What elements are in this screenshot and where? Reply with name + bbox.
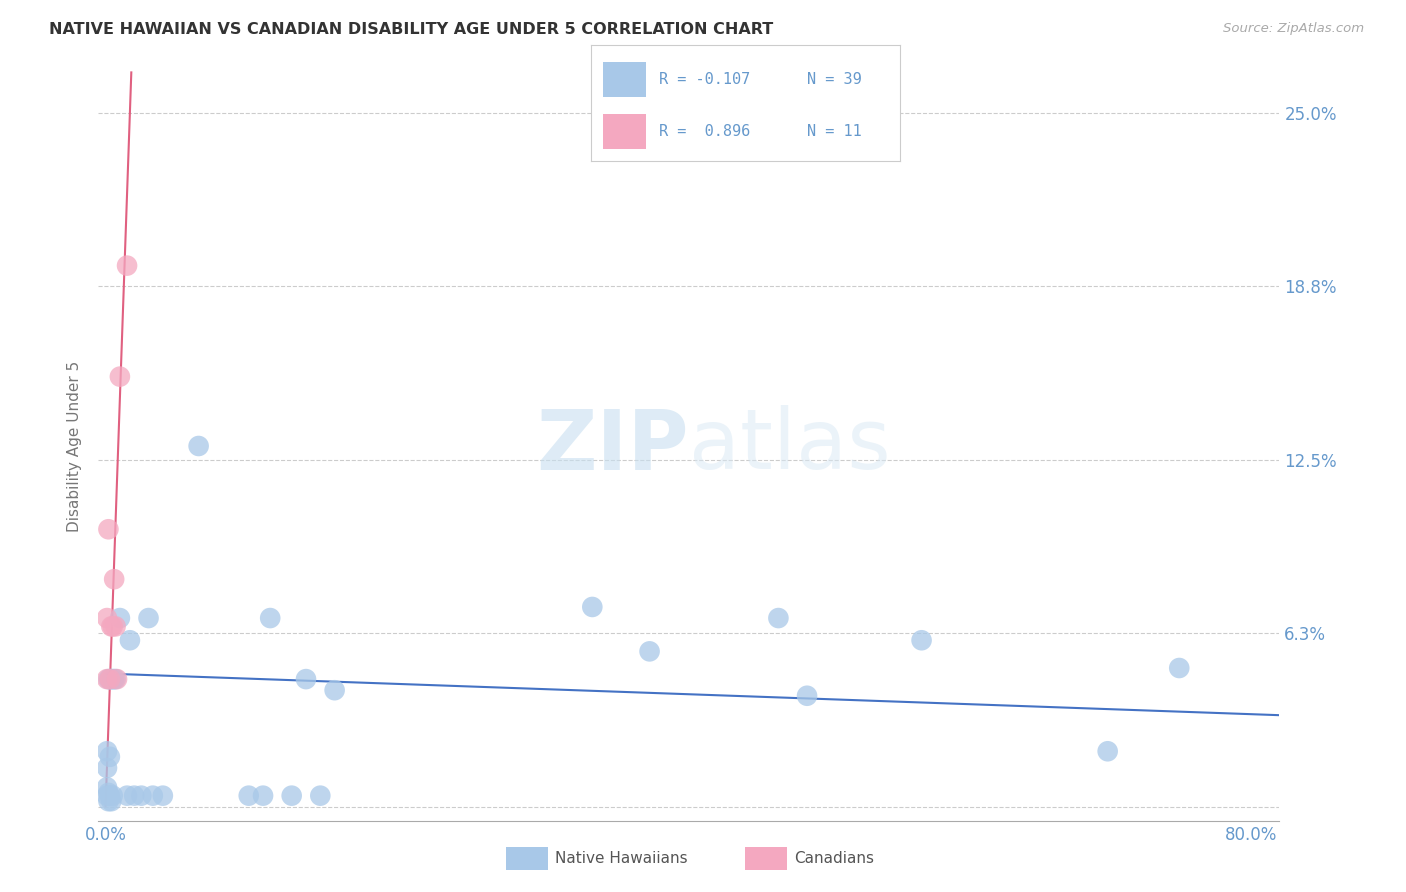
Point [108, 369, 131, 384]
Point [295, 672, 318, 686]
Point [118, 633, 141, 648]
Bar [603, 114, 647, 149]
Point [104, 672, 127, 686]
Point [122, 789, 145, 803]
Text: R =  0.896: R = 0.896 [658, 124, 749, 139]
Point [100, 672, 122, 686]
Point [108, 611, 131, 625]
Point [96, 744, 118, 758]
Point [796, 689, 818, 703]
Point [323, 683, 346, 698]
Point [97, 672, 120, 686]
Text: ZIP: ZIP [537, 406, 689, 486]
Point [98, 749, 121, 764]
Point [252, 789, 274, 803]
Point [1097, 744, 1119, 758]
Point [910, 633, 932, 648]
Point [259, 611, 281, 625]
Point [138, 611, 160, 625]
Point [98, 672, 121, 686]
Y-axis label: Disability Age Under 5: Disability Age Under 5 [67, 360, 83, 532]
Point [97, 786, 120, 800]
Point [100, 619, 122, 633]
Point [638, 644, 661, 658]
Point [96, 611, 118, 625]
Point [1168, 661, 1191, 675]
Point [115, 789, 138, 803]
Point [768, 611, 790, 625]
Point [105, 672, 128, 686]
Point [101, 619, 124, 633]
Point [97, 522, 120, 536]
Point [96, 789, 118, 803]
Text: Native Hawaiians: Native Hawaiians [555, 851, 688, 865]
Point [101, 672, 124, 686]
Text: Source: ZipAtlas.com: Source: ZipAtlas.com [1223, 22, 1364, 36]
Point [581, 599, 603, 614]
Point [96, 780, 118, 795]
Point [280, 789, 302, 803]
Text: atlas: atlas [689, 406, 890, 486]
Point [101, 789, 124, 803]
Point [98, 672, 121, 686]
Text: NATIVE HAWAIIAN VS CANADIAN DISABILITY AGE UNDER 5 CORRELATION CHART: NATIVE HAWAIIAN VS CANADIAN DISABILITY A… [49, 22, 773, 37]
Text: N = 11: N = 11 [807, 124, 862, 139]
Point [142, 789, 165, 803]
Point [103, 672, 125, 686]
Point [103, 572, 125, 586]
Bar [603, 62, 647, 96]
Point [152, 789, 174, 803]
Text: Canadians: Canadians [794, 851, 875, 865]
Point [98, 789, 121, 803]
Point [96, 672, 118, 686]
Point [97, 794, 120, 808]
Point [104, 619, 127, 633]
Point [115, 259, 138, 273]
Point [238, 789, 260, 803]
Point [131, 789, 153, 803]
Text: R = -0.107: R = -0.107 [658, 72, 749, 87]
Point [100, 794, 122, 808]
Point [96, 761, 118, 775]
Point [187, 439, 209, 453]
Text: N = 39: N = 39 [807, 72, 862, 87]
Point [309, 789, 332, 803]
